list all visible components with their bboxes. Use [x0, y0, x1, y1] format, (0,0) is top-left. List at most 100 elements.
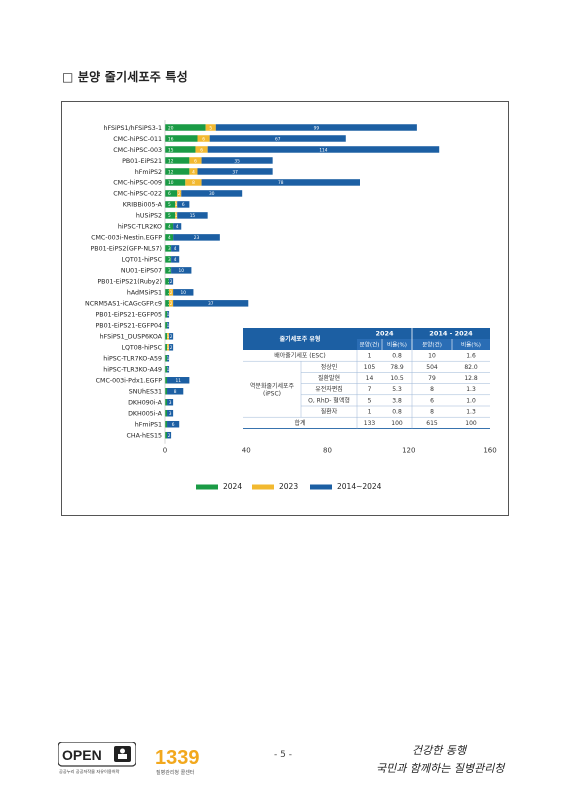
- bar-segment: [165, 234, 174, 241]
- category-label: CMC-003i-Pdx1.EGFP: [96, 378, 163, 385]
- bar-segment: [171, 256, 180, 263]
- bar-value-label: 37: [232, 169, 238, 175]
- bar-segment: [167, 355, 170, 362]
- bar-value-label: 1: [167, 345, 170, 351]
- table-cell: 1: [368, 409, 372, 416]
- svg-text:공공누리 공공저작물 자유이용허락: 공공누리 공공저작물 자유이용허락: [59, 768, 120, 775]
- table-cell: 분양(건): [360, 341, 380, 349]
- category-label: PB01-EiPS21-EGFP05: [96, 312, 163, 319]
- bar-segment: [167, 388, 184, 395]
- bar-segment: [169, 333, 174, 340]
- x-tick-label: 120: [402, 447, 415, 455]
- bar-value-label: 2: [170, 334, 173, 340]
- bar-value-label: 4: [168, 224, 171, 230]
- table-cell: 2014 - 2024: [429, 330, 473, 338]
- category-label: hiPSC-TLR7KO-A59: [103, 356, 162, 363]
- bar-value-label: 1: [167, 356, 170, 362]
- bar-value-label: 8: [174, 389, 177, 395]
- bar-segment: [165, 223, 174, 230]
- table-cell: 100: [391, 420, 403, 427]
- open-license-logo: OPEN 공공누리 공공저작물 자유이용허락: [58, 742, 136, 775]
- bar-segment: [165, 190, 178, 197]
- bar-segment: [165, 245, 172, 252]
- table-cell: 1.6: [466, 353, 476, 360]
- bar-value-label: 4: [174, 246, 177, 252]
- bar-value-label: 67: [275, 136, 281, 142]
- bar-value-label: 5: [168, 213, 171, 219]
- bar-segment: [169, 278, 174, 285]
- bar-value-label: 6: [182, 202, 185, 208]
- bar-value-label: 2: [178, 191, 181, 197]
- table-cell: 배아줄기세포 (ESC): [274, 352, 326, 360]
- bar-segment: [165, 256, 172, 263]
- bar-segment: [167, 311, 170, 318]
- table-cell: 합계: [294, 419, 305, 427]
- bar-segment: [167, 409, 174, 417]
- legend-label: 2014~2024: [337, 482, 382, 491]
- bar-value-label: 10: [181, 290, 187, 296]
- category-label: DKH005i-A: [128, 411, 163, 418]
- table-cell: 100: [465, 420, 477, 427]
- bar-value-label: 1: [168, 356, 171, 362]
- bar-segment: [165, 322, 168, 329]
- bar-segment: [195, 146, 208, 153]
- legend-label: 2023: [279, 482, 298, 491]
- category-label: CMC-003i-Nestin.EGFP: [91, 235, 162, 242]
- table-cell: 14: [366, 375, 374, 382]
- category-label: hFSiPS1_DUSP6KOA: [100, 334, 163, 341]
- table-cell: 504: [426, 364, 438, 371]
- category-labels: hFSiPS1/hFSiPS3-1 CMC-hiPSC-011 CMC-hiPSC-…: [85, 125, 163, 440]
- bar-segment: [173, 289, 194, 296]
- bar-segment: [173, 300, 249, 307]
- bar-value-label: 4: [168, 235, 171, 241]
- table-cell: 105: [364, 364, 376, 371]
- category-label: CMC-hiPSC-009: [113, 180, 162, 187]
- bar-segment: [167, 322, 170, 329]
- x-axis: 0 40 80 120 160: [163, 120, 497, 455]
- bar-value-label: 6: [200, 147, 203, 153]
- bar-value-label: 11: [175, 378, 181, 384]
- bar-segment: [165, 377, 168, 384]
- bar-value-label: 4: [174, 257, 177, 263]
- bar-segment: [173, 223, 182, 230]
- bar-segment: [209, 135, 346, 142]
- category-label: LQT08-hiPSC: [121, 345, 162, 352]
- section-heading: □ 분양 줄기세포주 특성: [62, 70, 188, 84]
- bar-segment: [165, 409, 168, 417]
- category-label: CMC-hiPSC-003: [113, 147, 162, 154]
- category-label: LQT01-hiPSC: [121, 257, 162, 264]
- bar-segment: [181, 190, 243, 197]
- table-header-bg: [243, 328, 357, 350]
- bar-value-label: 20: [168, 125, 174, 131]
- bar-segment: [177, 190, 182, 197]
- bar-value-label: 114: [319, 147, 327, 153]
- bar-value-label: 23: [194, 235, 200, 241]
- bar-value-label: 1: [175, 213, 178, 219]
- bar-segment: [165, 366, 168, 373]
- bar-segment: [165, 212, 176, 219]
- bar-value-label: 1: [167, 334, 170, 340]
- table-cell: 비율(%): [461, 341, 481, 349]
- bar-value-label: 3: [168, 257, 171, 263]
- category-label: KRIBBi005-A: [123, 202, 163, 209]
- bar-value-label: 3: [169, 400, 172, 406]
- bar-segment: [207, 146, 440, 153]
- table-cell: 10.5: [390, 375, 404, 382]
- category-label: PB01-EiPS21: [122, 158, 162, 165]
- table-cell: 133: [364, 420, 376, 427]
- stacked-bar-chart: hFSiPS1/hFSiPS3-1 CMC-hiPSC-011 CMC-hiPSC-…: [85, 120, 497, 491]
- bar-segment: [165, 168, 190, 175]
- table-cell: 분양(건): [422, 341, 442, 349]
- x-tick-label: 160: [483, 447, 496, 455]
- category-label: hiPSC-TLR2KO: [118, 224, 162, 231]
- bar-segment: [169, 344, 174, 351]
- bar-segment: [205, 124, 216, 131]
- legend-swatch: [310, 484, 332, 490]
- bar-segment: [189, 168, 198, 175]
- bar-value-label: 1: [175, 202, 178, 208]
- svg-text:국민과 함께하는 질병관리청: 국민과 함께하는 질병관리청: [376, 762, 506, 775]
- bar-segment: [165, 431, 168, 439]
- table-cell: 질환발현: [318, 374, 340, 382]
- bar-segment: [171, 245, 180, 252]
- svg-text:질병관리청 콜센터: 질병관리청 콜센터: [156, 769, 194, 776]
